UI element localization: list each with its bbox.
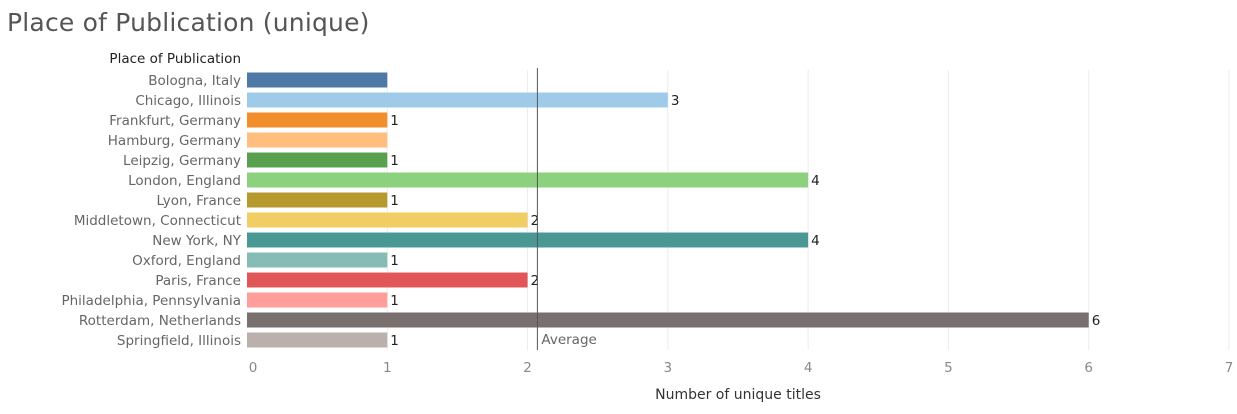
data-label: 1 bbox=[390, 293, 399, 309]
bar bbox=[247, 213, 528, 228]
x-tick-label: 2 bbox=[523, 360, 532, 376]
bar bbox=[247, 173, 808, 188]
category-label: Springfield, Illinois bbox=[117, 333, 241, 349]
category-labels: Bologna, Italy Chicago, Illinois Frankfurt… bbox=[61, 73, 241, 349]
category-label: Middletown, Connecticut bbox=[74, 213, 241, 229]
category-label: Paris, France bbox=[155, 273, 241, 289]
data-label: 4 bbox=[811, 173, 820, 189]
x-tick-label: 5 bbox=[944, 360, 953, 376]
bar bbox=[247, 73, 387, 88]
data-label: 3 bbox=[671, 93, 680, 109]
bar bbox=[247, 93, 668, 108]
x-tick-label: 3 bbox=[664, 360, 673, 376]
x-tick-label: 4 bbox=[804, 360, 813, 376]
category-label: Rotterdam, Netherlands bbox=[79, 313, 241, 329]
category-label: Lyon, France bbox=[156, 193, 241, 209]
category-label: Chicago, Illinois bbox=[135, 93, 241, 109]
data-label: 1 bbox=[390, 113, 399, 129]
data-label: 1 bbox=[390, 193, 399, 209]
category-label: Hamburg, Germany bbox=[108, 133, 241, 149]
reference-line: Average bbox=[537, 68, 596, 350]
category-label: New York, NY bbox=[152, 233, 241, 249]
data-label: 4 bbox=[811, 233, 820, 249]
category-label: London, England bbox=[128, 173, 241, 189]
bar bbox=[247, 233, 808, 248]
x-tick-label: 0 bbox=[249, 360, 258, 376]
data-label: 6 bbox=[1092, 313, 1101, 329]
data-label: 1 bbox=[390, 253, 399, 269]
x-tick-label: 6 bbox=[1084, 360, 1093, 376]
bar bbox=[247, 153, 387, 168]
category-label: Bologna, Italy bbox=[148, 73, 241, 89]
bar bbox=[247, 313, 1089, 328]
category-label: Oxford, England bbox=[132, 253, 241, 269]
bar bbox=[247, 273, 528, 288]
x-tick-label: 7 bbox=[1225, 360, 1234, 376]
x-tick-label: 1 bbox=[383, 360, 392, 376]
bar bbox=[247, 333, 387, 348]
x-axis-ticks: 0 1 2 3 4 5 6 7 bbox=[249, 360, 1234, 376]
data-label: 1 bbox=[390, 153, 399, 169]
bar bbox=[247, 253, 387, 268]
bar bbox=[247, 193, 387, 208]
data-label: 1 bbox=[390, 333, 399, 349]
bar bbox=[247, 293, 387, 308]
bar bbox=[247, 113, 387, 128]
gridlines bbox=[387, 70, 1229, 350]
category-label: Philadelphia, Pennsylvania bbox=[61, 293, 241, 309]
bar bbox=[247, 133, 387, 148]
category-label: Frankfurt, Germany bbox=[109, 113, 241, 129]
average-label: Average bbox=[541, 332, 596, 348]
category-label: Leipzig, Germany bbox=[123, 153, 241, 169]
